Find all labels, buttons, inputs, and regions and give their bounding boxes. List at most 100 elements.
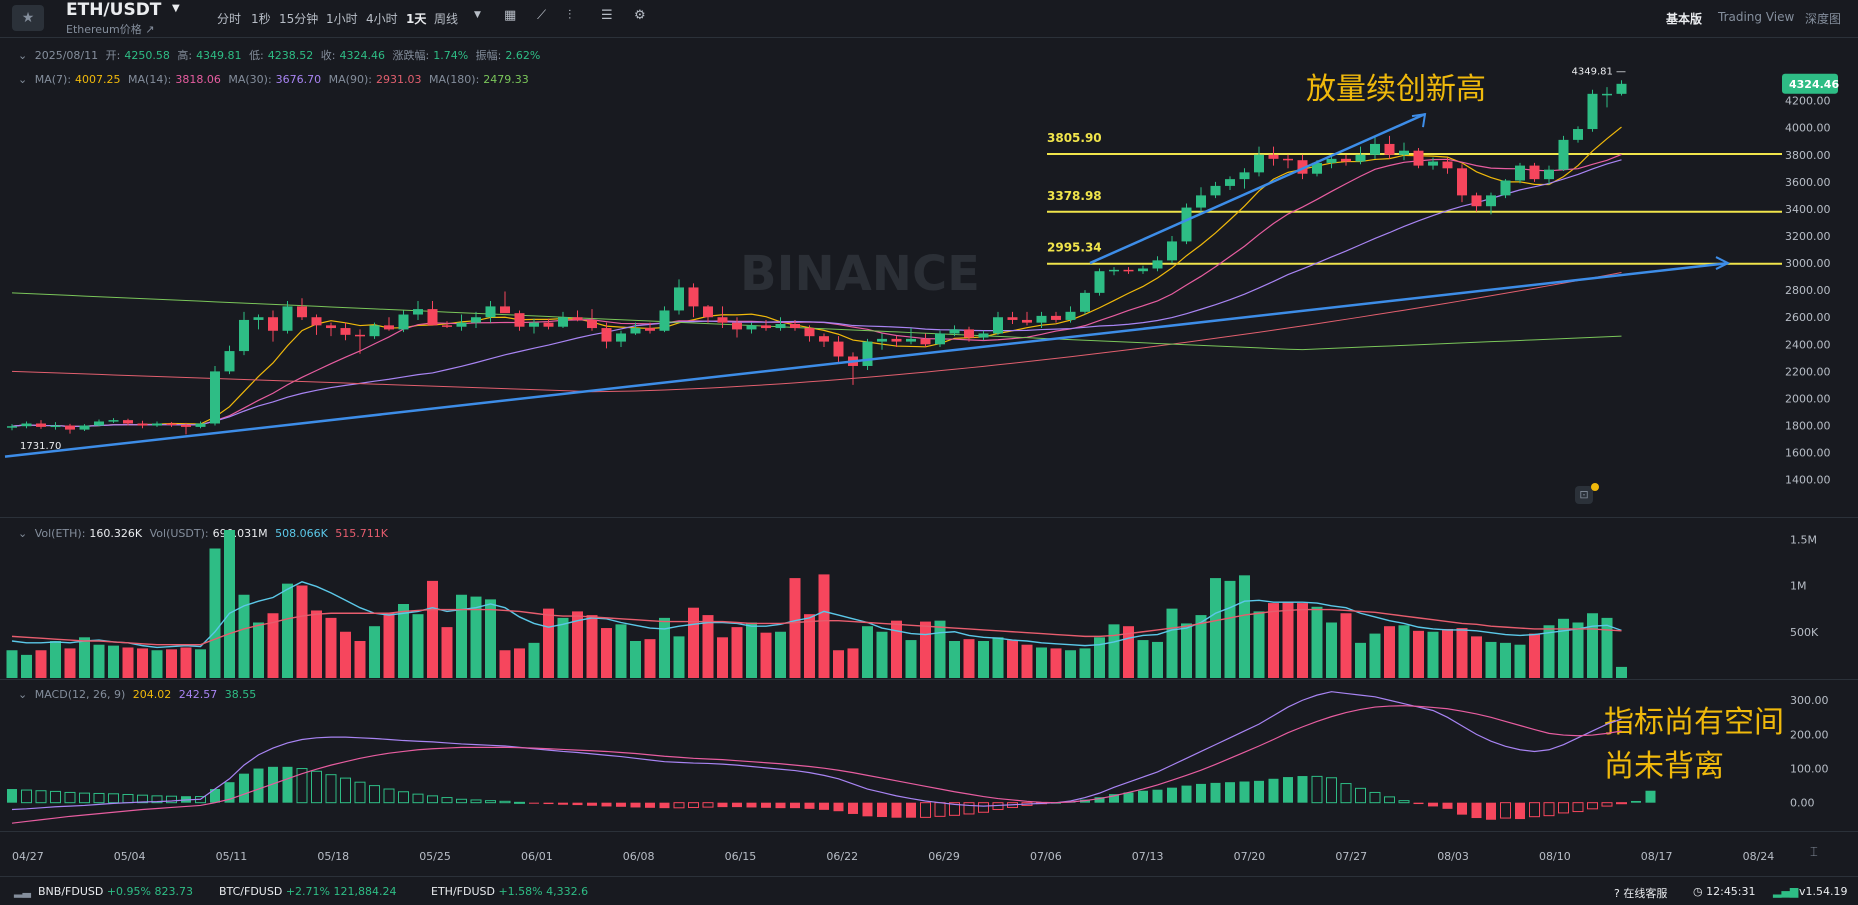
- interval-time[interactable]: 分时: [217, 12, 242, 26]
- symbol-dropdown-icon[interactable]: ▼: [172, 3, 180, 14]
- alert-icon[interactable]: ⊡: [1575, 486, 1593, 504]
- ticker-eth[interactable]: ETH/FDUSD +1.58% 4,332.6: [431, 885, 588, 898]
- favorite-star-icon[interactable]: ★: [12, 5, 44, 31]
- macd-histogram-bar: [659, 802, 670, 809]
- interval-1s[interactable]: 1秒: [251, 12, 271, 26]
- symbol-title[interactable]: ETH/USDT: [66, 0, 162, 20]
- candle-body: [587, 319, 597, 329]
- view-depth[interactable]: 深度图: [1805, 12, 1842, 26]
- x-tick-label: 08/17: [1641, 850, 1673, 863]
- support-link[interactable]: ? 在线客服: [1614, 885, 1667, 901]
- volume-bar: [702, 615, 714, 678]
- candle-body: [21, 423, 32, 427]
- volume-bar: [586, 615, 598, 678]
- indicators-icon[interactable]: ☰: [601, 8, 613, 23]
- candle-body: [833, 341, 844, 357]
- volume-bar: [746, 622, 757, 678]
- price-tick-label: 3200.00: [1785, 230, 1831, 243]
- candle-body: [848, 356, 858, 366]
- volume-bar: [543, 608, 554, 678]
- volume-bar: [760, 632, 772, 678]
- interval-15m[interactable]: 15分钟: [279, 12, 319, 26]
- volume-bar: [1007, 640, 1018, 678]
- candle-body: [790, 324, 800, 329]
- volume-bar: [180, 647, 192, 678]
- candle-body: [65, 425, 75, 430]
- collapse-chevron-icon[interactable]: ⌄: [18, 49, 28, 62]
- ticker-symbol: BNB/FDUSD: [38, 885, 104, 898]
- symbol-subtitle-link[interactable]: Ethereum价格 ↗: [66, 23, 155, 36]
- calendar-icon[interactable]: ▦: [504, 8, 517, 23]
- candle-body: [1326, 158, 1337, 163]
- candle-body: [1109, 269, 1119, 272]
- volume-bar: [688, 607, 699, 678]
- collapse-chevron-icon[interactable]: ⌄: [18, 688, 28, 701]
- macd-histogram-bar: [1167, 787, 1177, 803]
- candle-type-icon[interactable]: ⫶: [568, 8, 572, 23]
- macd-histogram-bar: [282, 766, 293, 803]
- macd-histogram-bar: [1239, 781, 1250, 803]
- volume-bar: [1456, 628, 1468, 678]
- volume-bar: [340, 631, 351, 678]
- x-tick-label: 07/06: [1030, 850, 1062, 863]
- candle-body: [891, 338, 902, 342]
- volume-bar: [427, 580, 438, 678]
- candle-body: [297, 306, 307, 318]
- volume-bar: [369, 626, 380, 678]
- macd-histogram-bar: [1297, 776, 1308, 803]
- x-tick-label: 06/29: [928, 850, 960, 863]
- price-tick-label: 3400.00: [1785, 203, 1831, 216]
- interval-1h[interactable]: 1小时: [326, 12, 358, 26]
- macd-histogram-bar: [1558, 802, 1569, 814]
- volume-info: ⌄ Vol(ETH): 160.326K Vol(USDT): 690.031M 5…: [18, 527, 392, 540]
- price-tick-label: 2000.00: [1785, 392, 1831, 405]
- pane-divider[interactable]: [0, 679, 1858, 680]
- ticker-price: 121,884.24: [333, 885, 397, 898]
- draw-tools-icon[interactable]: ⟋: [537, 8, 547, 23]
- x-tick-label: 07/27: [1335, 850, 1367, 863]
- macd-dea-line: [11, 705, 1622, 824]
- candle-body: [311, 317, 322, 326]
- pane-divider[interactable]: [0, 517, 1858, 518]
- volume-bar: [1543, 625, 1555, 678]
- macd-histogram-bar: [572, 802, 583, 806]
- candle-body: [1036, 315, 1047, 323]
- volume-bar: [630, 641, 641, 678]
- view-basic[interactable]: 基本版: [1666, 12, 1703, 26]
- volume-bar: [1079, 648, 1091, 678]
- macd-histogram-bar: [470, 799, 482, 804]
- volume-bar: [833, 650, 844, 678]
- volume-bar: [1485, 641, 1497, 678]
- candle-body: [239, 319, 249, 352]
- candle-body: [1355, 154, 1366, 162]
- macd-histogram-bar: [1109, 794, 1119, 803]
- collapse-chevron-icon[interactable]: ⌄: [18, 527, 28, 540]
- ticker-btc[interactable]: BTC/FDUSD +2.71% 121,884.24: [219, 885, 396, 898]
- trend-arrow-head: [1715, 256, 1731, 270]
- view-tradingview[interactable]: Trading View: [1718, 10, 1795, 24]
- price-chart[interactable]: BINANCE 3805.90 3378.98 2995.34 4349.81 — 17…: [0, 0, 1858, 876]
- ticker-symbol: BTC/FDUSD: [219, 885, 283, 898]
- macd-histogram-bar: [1369, 791, 1381, 804]
- macd-histogram-bar: [1645, 790, 1656, 803]
- macd-histogram-bar: [645, 802, 655, 808]
- candle-body: [326, 325, 336, 329]
- macd-histogram-bar: [963, 802, 975, 815]
- interval-week[interactable]: 周线: [434, 12, 459, 26]
- more-intervals-chevron-icon[interactable]: ▼: [474, 10, 481, 20]
- macd-histogram-bar: [1210, 782, 1221, 803]
- ticker-bnb[interactable]: BNB/FDUSD +0.95% 823.73: [38, 885, 193, 898]
- volume-bar: [1558, 618, 1569, 678]
- candle-body: [1384, 143, 1395, 155]
- collapse-chevron-icon[interactable]: ⌄: [18, 73, 28, 86]
- macd-histogram-bar: [906, 802, 916, 818]
- axis-settings-icon[interactable]: ⌶: [1810, 845, 1818, 860]
- interval-4h[interactable]: 4小时: [366, 12, 398, 26]
- interval-1d[interactable]: 1天: [406, 12, 427, 26]
- volume-bar: [717, 637, 728, 678]
- candle-body: [1457, 168, 1467, 196]
- settings-gear-icon[interactable]: ⚙: [634, 8, 646, 23]
- macd-tick-label: 300.00: [1790, 694, 1829, 707]
- macd-histogram-bar: [210, 789, 220, 803]
- volume-bar: [978, 641, 989, 678]
